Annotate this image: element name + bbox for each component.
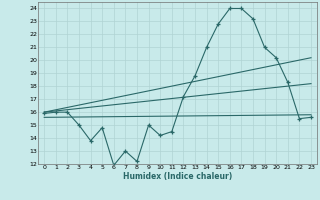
X-axis label: Humidex (Indice chaleur): Humidex (Indice chaleur) (123, 172, 232, 181)
